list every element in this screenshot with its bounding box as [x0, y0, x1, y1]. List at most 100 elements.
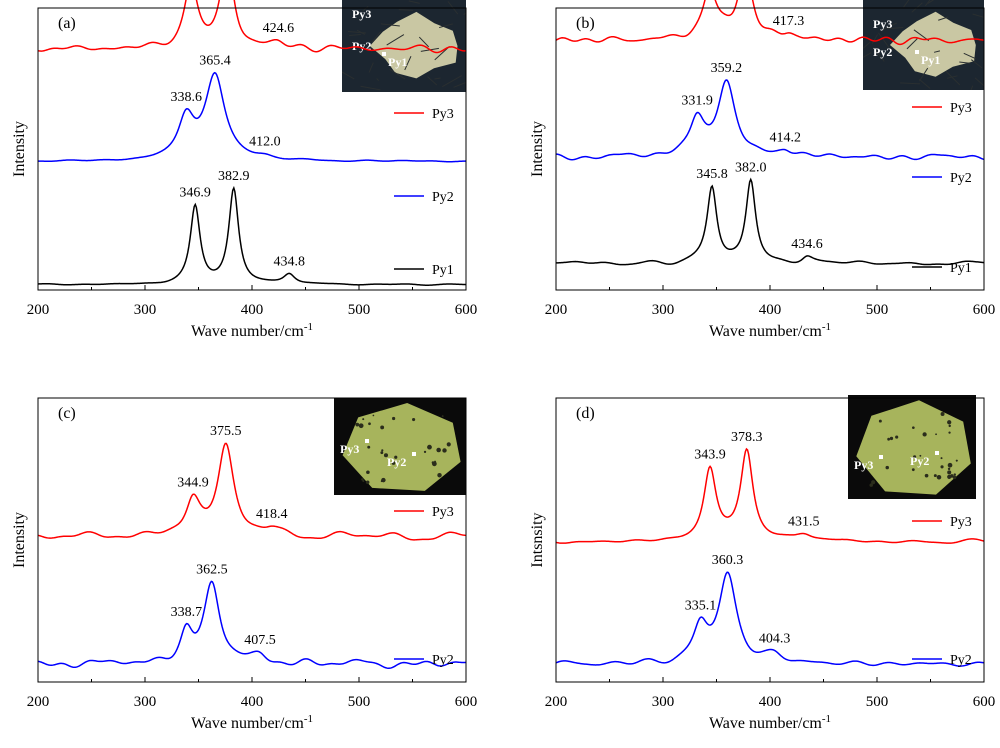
peak-label: 404.3 — [759, 631, 791, 646]
peak-label: 412.0 — [249, 135, 281, 150]
panel-tag: (b) — [576, 15, 595, 32]
peak-label: 338.6 — [171, 90, 203, 105]
x-tick-label: 400 — [241, 694, 264, 710]
x-tick-label: 300 — [134, 694, 157, 710]
peak-label: 382.9 — [218, 169, 250, 184]
legend-label: Py1 — [950, 261, 972, 276]
panel-tag: (d) — [576, 405, 595, 422]
peak-label: 360.3 — [712, 553, 744, 568]
peak-label: 344.9 — [177, 475, 209, 490]
inset-point-marker — [879, 455, 883, 459]
x-tick-label: 400 — [759, 694, 782, 710]
microscope-inset-image: Py3 Py2 — [848, 395, 976, 499]
inset-point-marker — [382, 52, 386, 56]
panel-tag: (a) — [58, 15, 76, 32]
peak-label: 346.9 — [179, 185, 211, 200]
x-tick-label: 500 — [348, 694, 371, 710]
x-axis-title: Wave number/cm-1 — [709, 713, 831, 732]
legend-label: Py2 — [950, 653, 972, 668]
inset-label: Py2 — [352, 39, 371, 53]
legend-label: Py3 — [950, 101, 972, 116]
peak-label: 434.8 — [273, 254, 305, 269]
legend-label: Py1 — [432, 263, 454, 278]
inset-label: Py3 — [352, 7, 371, 21]
x-tick-label: 400 — [759, 302, 782, 318]
series-line-py2 — [37, 580, 467, 670]
microscope-inset-image: Py3 Py2 — [334, 398, 466, 495]
peak-label: 331.9 — [681, 94, 713, 109]
x-axis-title: Wave number/cm-1 — [191, 321, 313, 340]
y-axis-title: Intsnsity — [529, 512, 546, 567]
series-line-py2 — [555, 571, 985, 667]
peak-label: 338.7 — [171, 605, 203, 620]
inset-label: Py2 — [873, 45, 892, 59]
microscope-inset-image: Py3 Py2 Py1 — [342, 0, 466, 92]
peak-label: 359.2 — [711, 61, 743, 76]
microscope-inset-image: Py3 Py2 Py1 — [863, 0, 984, 90]
peak-label: 343.9 — [694, 447, 726, 462]
legend-label: Py2 — [432, 653, 454, 668]
legend-label: Py3 — [432, 505, 454, 520]
series-line-py2 — [555, 79, 985, 161]
x-tick-label: 300 — [652, 694, 675, 710]
inset-label: Py2 — [387, 455, 406, 469]
legend-label: Py2 — [432, 190, 454, 205]
x-tick-label: 200 — [545, 302, 568, 318]
x-tick-label: 200 — [545, 694, 568, 710]
peak-label: 424.6 — [263, 21, 295, 36]
x-tick-label: 200 — [27, 694, 50, 710]
x-tick-label: 600 — [455, 302, 478, 318]
inset-label: Py1 — [921, 53, 940, 67]
legend-label: Py3 — [950, 515, 972, 530]
legend-label: Py3 — [432, 107, 454, 122]
x-tick-label: 300 — [134, 302, 157, 318]
inset-label: Py1 — [388, 55, 407, 69]
peak-label: 378.3 — [731, 430, 763, 445]
series-line-py1 — [555, 177, 985, 266]
legend-label: Py2 — [950, 171, 972, 186]
x-tick-label: 600 — [973, 302, 996, 318]
series-line-py2 — [38, 71, 466, 163]
y-axis-title: Intensity — [529, 121, 546, 177]
inset-point-marker — [935, 451, 939, 455]
peak-label: 375.5 — [210, 424, 242, 439]
peak-label: 431.5 — [788, 515, 820, 530]
peak-label: 417.3 — [773, 14, 805, 29]
x-axis-title: Wave number/cm-1 — [709, 321, 831, 340]
x-tick-label: 200 — [27, 302, 50, 318]
x-tick-label: 400 — [241, 302, 264, 318]
series-line-py3 — [37, 442, 467, 541]
peak-label: 407.5 — [244, 633, 276, 648]
x-tick-label: 500 — [348, 302, 371, 318]
inset-point-marker — [365, 439, 369, 443]
inset-label: Py3 — [873, 17, 892, 31]
inset-point-marker — [915, 50, 919, 54]
series-line-py1 — [37, 185, 467, 286]
inset-label: Py2 — [910, 454, 929, 468]
peak-label: 434.6 — [791, 237, 823, 252]
y-axis-title: Intensity — [11, 512, 28, 568]
series-line-py3 — [555, 447, 985, 544]
peak-label: 418.4 — [256, 507, 288, 522]
inset-label: Py3 — [340, 442, 359, 456]
y-axis-title: Intensity — [11, 121, 28, 177]
series-line-py3 — [37, 0, 467, 54]
inset-label: Py3 — [854, 458, 873, 472]
peak-label: 382.0 — [735, 160, 767, 175]
x-tick-label: 500 — [866, 694, 889, 710]
chart-panel: Py3Py2Py1343.6376.7417.3Py3331.9359.2414… — [529, 0, 995, 340]
peak-label: 335.1 — [685, 598, 717, 613]
panel-tag: (c) — [58, 405, 76, 422]
x-axis-title: Wave number/cm-1 — [191, 713, 313, 732]
chart-panel: Py3 Py2 343.9 378.3 431.5 Py3 335.1 360.3 404.3 P… — [529, 395, 995, 732]
series-line-py3 — [555, 0, 985, 46]
x-tick-label: 600 — [973, 694, 996, 710]
peak-label: 414.2 — [769, 131, 801, 146]
x-tick-label: 500 — [866, 302, 889, 318]
peak-label: 362.5 — [196, 562, 228, 577]
inset-point-marker — [412, 452, 416, 456]
chart-panel: Py3 Py2 344.9 375.5 418.4 Py3 338.7 362.5 407.5 P… — [11, 397, 477, 732]
peak-label: 365.4 — [199, 54, 231, 69]
